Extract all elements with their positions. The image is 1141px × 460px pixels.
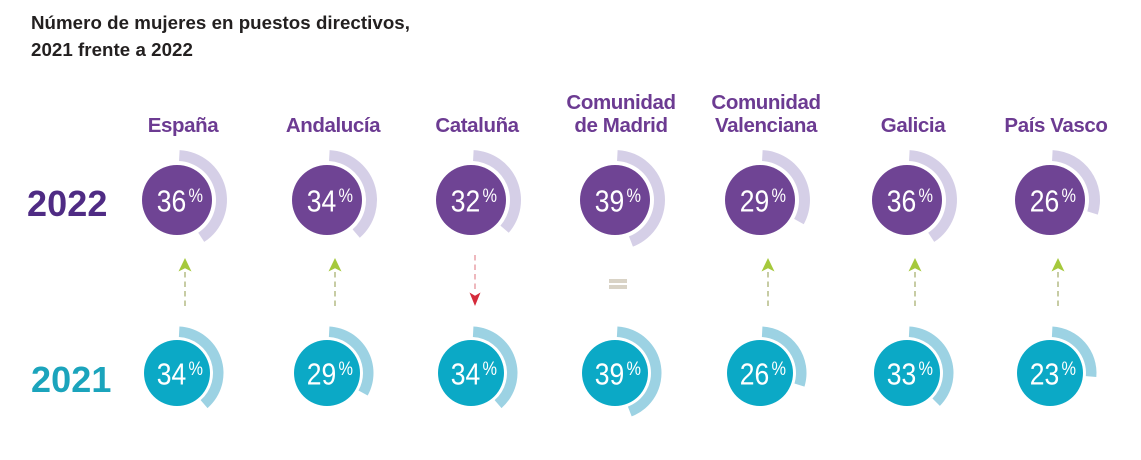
svg-text:%: % [919,186,934,207]
svg-text:23: 23 [1030,356,1060,391]
svg-text:36: 36 [887,184,917,219]
svg-text:%: % [189,186,204,207]
svg-text:%: % [772,186,787,207]
svg-text:26: 26 [1030,184,1060,219]
svg-text:29: 29 [307,356,337,391]
svg-text:39: 39 [595,356,625,391]
svg-text:%: % [919,359,934,380]
svg-text:%: % [1062,359,1077,380]
svg-text:33: 33 [887,356,917,391]
svg-text:%: % [1062,186,1077,207]
svg-text:26: 26 [740,356,770,391]
svg-text:34: 34 [451,356,481,391]
svg-text:%: % [483,359,498,380]
svg-text:32: 32 [451,184,481,219]
svg-text:%: % [627,186,642,207]
svg-text:%: % [772,359,787,380]
svg-text:29: 29 [740,184,770,219]
svg-text:39: 39 [595,184,625,219]
svg-text:%: % [483,186,498,207]
svg-text:%: % [627,359,642,380]
svg-text:%: % [339,359,354,380]
svg-text:%: % [189,359,204,380]
svg-text:34: 34 [157,356,187,391]
svg-text:34: 34 [307,184,337,219]
svg-text:36: 36 [157,184,187,219]
svg-text:%: % [339,186,354,207]
